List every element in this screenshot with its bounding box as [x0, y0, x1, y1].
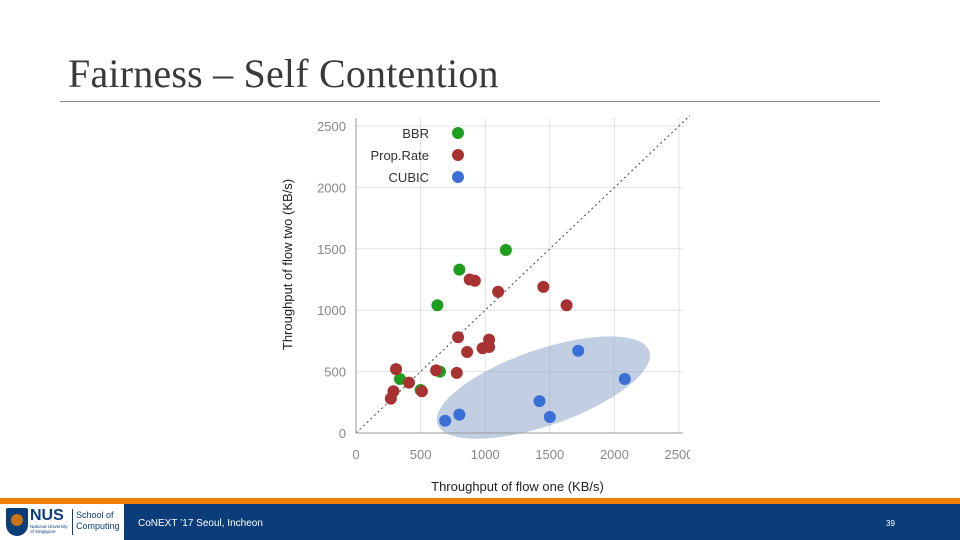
- logo-divider: [72, 509, 73, 535]
- x-tick-label: 1500: [535, 447, 564, 462]
- bbr-point: [431, 299, 444, 312]
- legend-marker-cubic: [452, 171, 464, 183]
- y-tick-label: 1000: [317, 303, 346, 318]
- prop-rate-point: [402, 376, 415, 389]
- title-divider: [60, 101, 880, 102]
- logo-nus-text: NUS: [30, 507, 64, 524]
- legend-marker-prop-rate: [452, 149, 464, 161]
- cubic-point: [453, 408, 466, 421]
- x-tick-label: 0: [352, 447, 359, 462]
- prop-rate-point: [415, 385, 428, 398]
- scatter-chart: 0 500 1000 1500 2000 2500 0 500 1000 1500 2000 2500…: [280, 114, 690, 494]
- cubic-highlight-ellipse: [436, 336, 650, 439]
- legend-marker-bbr: [452, 127, 464, 139]
- footer-conference-text: CoNEXT ’17 Seoul, Incheon: [138, 518, 263, 529]
- x-axis-label: Throughput of flow one (KB/s): [431, 479, 604, 494]
- x-tick-label: 500: [410, 447, 432, 462]
- prop-rate-point: [483, 333, 496, 346]
- legend-label-prop-rate: Prop.Rate: [370, 148, 429, 163]
- nus-crest-icon: [6, 508, 28, 536]
- x-tick-label: 1000: [471, 447, 500, 462]
- prop-rate-point: [390, 363, 403, 376]
- y-tick-label: 2500: [317, 119, 346, 134]
- x-tick-label: 2500: [665, 447, 690, 462]
- y-tick-label: 500: [324, 365, 346, 380]
- prop-rate-point: [560, 299, 573, 312]
- prop-rate-point: [452, 331, 465, 344]
- logo-school-name: School of Computing: [76, 510, 120, 531]
- prop-rate-point: [430, 364, 443, 377]
- slide-title: Fairness – Self Contention: [68, 51, 499, 96]
- footer-accent-bar: [0, 498, 960, 504]
- page-number: 39: [886, 519, 895, 528]
- bbr-point: [453, 263, 466, 276]
- cubic-point: [533, 395, 546, 408]
- y-tick-label: 1500: [317, 242, 346, 257]
- cubic-point: [618, 372, 631, 385]
- logo-university-name: National University of Singapore: [30, 524, 68, 534]
- legend-label-cubic: CUBIC: [389, 170, 429, 185]
- prop-rate-point: [537, 280, 550, 293]
- cubic-point: [572, 344, 585, 357]
- y-axis-label: Throughput of flow two (KB/s): [280, 179, 295, 350]
- diagonal-reference-line: [355, 114, 690, 434]
- bbr-point: [393, 372, 406, 385]
- y-tick-label: 0: [339, 426, 346, 441]
- cubic-point: [439, 414, 452, 427]
- bbr-point: [499, 244, 512, 257]
- prop-rate-point: [492, 285, 505, 298]
- y-tick-label: 2000: [317, 180, 346, 195]
- prop-rate-point: [450, 366, 463, 379]
- legend-label-bbr: BBR: [402, 126, 429, 141]
- x-tick-label: 2000: [600, 447, 629, 462]
- footer-bar: [0, 504, 960, 540]
- prop-rate-point: [384, 392, 397, 405]
- prop-rate-point: [461, 345, 474, 358]
- prop-rate-point: [468, 274, 481, 287]
- cubic-point: [543, 411, 556, 424]
